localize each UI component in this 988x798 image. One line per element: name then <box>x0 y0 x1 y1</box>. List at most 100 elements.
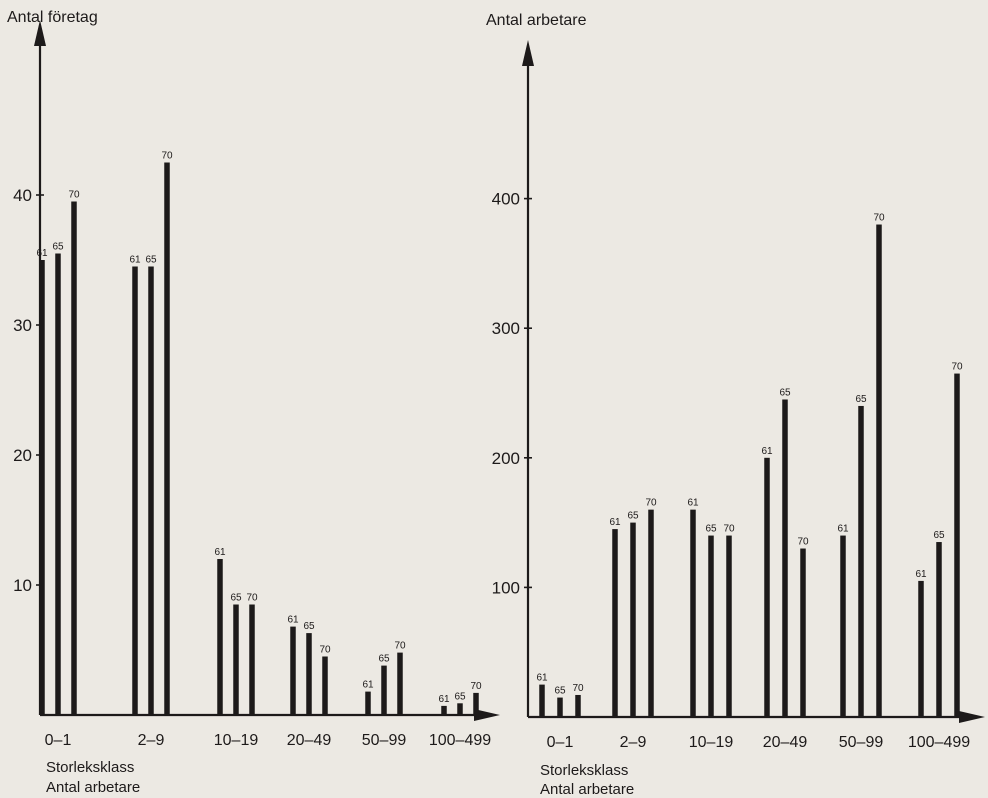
bar-label-right: 70 <box>723 524 735 535</box>
x-axis-subtitle-right: Antal arbetare <box>540 781 634 798</box>
y-axis-title-right: Antal arbetare <box>486 12 587 29</box>
bar-right-4-1 <box>858 405 864 717</box>
category-label-right: 2–9 <box>620 734 647 751</box>
bar-label-right: 61 <box>837 524 849 535</box>
bar-right-5-2 <box>954 373 960 717</box>
bar-label-right: 70 <box>572 683 584 694</box>
bar-label-right: 61 <box>536 673 548 684</box>
category-label-left: 20–49 <box>287 732 332 749</box>
category-label-right: 100–499 <box>908 734 970 751</box>
y-tick-label-left: 40 <box>13 186 32 205</box>
bar-label-right: 70 <box>645 498 657 509</box>
bar-left-5-1 <box>457 703 463 715</box>
y-tick-label-right: 300 <box>492 319 520 338</box>
bar-label-left: 70 <box>246 593 258 604</box>
bar-right-3-2 <box>800 548 806 717</box>
bar-label-left: 61 <box>36 248 48 259</box>
bar-left-2-2 <box>249 604 255 715</box>
bar-left-3-1 <box>306 633 312 715</box>
category-label-left: 10–19 <box>214 732 259 749</box>
bar-right-1-2 <box>648 509 654 717</box>
y-axis-arrow-right <box>522 40 534 66</box>
bar-left-3-0 <box>290 626 296 715</box>
bar-label-left: 70 <box>68 190 80 201</box>
bar-left-1-0 <box>132 266 138 715</box>
x-axis-subtitle-left: Antal arbetare <box>46 779 140 796</box>
bar-label-left: 61 <box>214 547 226 558</box>
category-label-left: 50–99 <box>362 732 407 749</box>
y-axis-title-left: Antal företag <box>7 9 98 26</box>
y-tick-label-left: 20 <box>13 446 32 465</box>
bar-left-0-2 <box>71 201 77 715</box>
category-label-left: 100–499 <box>429 732 491 749</box>
bar-label-left: 70 <box>161 151 173 162</box>
bar-right-5-1 <box>936 542 942 717</box>
bar-right-2-2 <box>726 535 732 717</box>
bar-label-left: 65 <box>52 242 64 253</box>
bar-left-4-0 <box>365 691 371 715</box>
bar-label-left: 61 <box>438 694 450 705</box>
y-tick-label-left: 10 <box>13 576 32 595</box>
bar-label-left: 65 <box>454 691 466 702</box>
bar-label-right: 65 <box>554 686 566 697</box>
category-label-left: 0–1 <box>45 732 72 749</box>
bar-label-left: 70 <box>394 641 406 652</box>
bar-left-2-1 <box>233 604 239 715</box>
bar-label-left: 61 <box>129 255 141 266</box>
bar-label-right: 65 <box>779 387 791 398</box>
bar-right-2-1 <box>708 535 714 717</box>
bar-label-right: 61 <box>609 517 621 528</box>
category-label-right: 10–19 <box>689 734 734 751</box>
bar-label-left: 65 <box>378 654 390 665</box>
bar-left-5-0 <box>441 705 447 715</box>
y-tick-label-right: 100 <box>492 578 520 597</box>
category-label-left: 2–9 <box>138 732 165 749</box>
bar-right-4-0 <box>840 535 846 717</box>
y-tick-label-right: 400 <box>492 190 520 209</box>
bar-label-right: 70 <box>873 213 885 224</box>
bar-left-0-0 <box>39 260 45 715</box>
bar-left-3-2 <box>322 656 328 715</box>
bar-label-right: 65 <box>705 524 717 535</box>
bar-left-0-1 <box>55 253 61 715</box>
bar-label-left: 65 <box>230 593 242 604</box>
chart-left: Antal företag 10 20 30 40 61 65 70 0–1 61 65 70 2–9 6… <box>7 9 500 796</box>
category-label-right: 20–49 <box>763 734 808 751</box>
bar-right-0-2 <box>575 694 581 717</box>
bar-right-3-1 <box>782 399 788 717</box>
bar-label-left: 70 <box>470 681 482 692</box>
bar-right-0-1 <box>557 697 563 717</box>
category-label-right: 50–99 <box>839 734 884 751</box>
bar-label-left: 65 <box>145 255 157 266</box>
x-axis-title-left: Storleksklass <box>46 759 134 776</box>
bar-right-5-0 <box>918 580 924 717</box>
bar-label-right: 65 <box>933 530 945 541</box>
y-tick-label-left: 30 <box>13 316 32 335</box>
bar-label-right: 61 <box>687 498 699 509</box>
y-axis-arrow-left <box>34 20 46 46</box>
chart-right: Antal arbetare 100 200 300 400 61 65 70 0–1 61 65 7… <box>486 12 985 798</box>
bar-right-1-1 <box>630 522 636 717</box>
bar-label-right: 65 <box>855 394 867 405</box>
bar-left-4-2 <box>397 652 403 715</box>
bar-left-1-2 <box>164 162 170 715</box>
bar-label-left: 61 <box>287 615 299 626</box>
x-axis-arrow-left <box>474 709 500 721</box>
bar-left-1-1 <box>148 266 154 715</box>
bar-label-left: 70 <box>319 645 331 656</box>
bar-label-right: 65 <box>627 511 639 522</box>
bar-right-1-0 <box>612 529 618 717</box>
bar-right-3-0 <box>764 457 770 717</box>
bar-label-right: 70 <box>951 362 963 373</box>
bar-left-2-0 <box>217 559 223 715</box>
bar-right-0-0 <box>539 684 545 717</box>
bar-label-right: 70 <box>797 537 809 548</box>
x-axis-title-right: Storleksklass <box>540 762 628 779</box>
bar-label-left: 61 <box>362 680 374 691</box>
bar-label-right: 61 <box>761 446 773 457</box>
y-tick-label-right: 200 <box>492 449 520 468</box>
bar-label-left: 65 <box>303 621 315 632</box>
category-label-right: 0–1 <box>547 734 574 751</box>
